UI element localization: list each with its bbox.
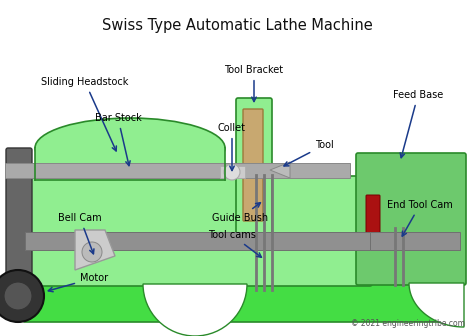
Text: Tool Bracket: Tool Bracket [224, 65, 283, 101]
Text: Collet: Collet [218, 123, 246, 170]
Text: Bar Stock: Bar Stock [95, 113, 141, 166]
FancyBboxPatch shape [23, 280, 457, 322]
Bar [35, 148, 225, 188]
Circle shape [4, 282, 32, 310]
Polygon shape [75, 230, 115, 270]
Text: Guide Bush: Guide Bush [212, 203, 268, 223]
Text: Feed Base: Feed Base [393, 90, 443, 158]
Bar [35, 148, 225, 183]
Bar [370, 232, 460, 250]
Bar [25, 232, 370, 250]
Text: Tool: Tool [284, 140, 334, 166]
Text: Bell Cam: Bell Cam [58, 213, 102, 254]
FancyBboxPatch shape [6, 148, 32, 302]
Polygon shape [270, 162, 290, 178]
Text: Motor: Motor [48, 273, 108, 292]
Text: Tool cams: Tool cams [208, 230, 262, 257]
FancyBboxPatch shape [366, 195, 380, 242]
FancyBboxPatch shape [23, 176, 372, 286]
Ellipse shape [35, 118, 225, 178]
Circle shape [224, 164, 240, 180]
Text: Swiss Type Automatic Lathe Machine: Swiss Type Automatic Lathe Machine [101, 18, 373, 33]
Polygon shape [409, 283, 464, 327]
Circle shape [82, 242, 102, 262]
Text: Sliding Headstock: Sliding Headstock [41, 77, 128, 151]
Text: End Tool Cam: End Tool Cam [387, 200, 453, 236]
Wedge shape [143, 284, 247, 336]
FancyBboxPatch shape [236, 98, 272, 247]
Bar [5, 163, 350, 178]
Bar [220, 166, 245, 178]
FancyBboxPatch shape [243, 109, 263, 221]
Circle shape [0, 270, 44, 322]
FancyBboxPatch shape [356, 153, 466, 285]
Text: © 2021 engineeringtribe.com: © 2021 engineeringtribe.com [351, 319, 465, 328]
